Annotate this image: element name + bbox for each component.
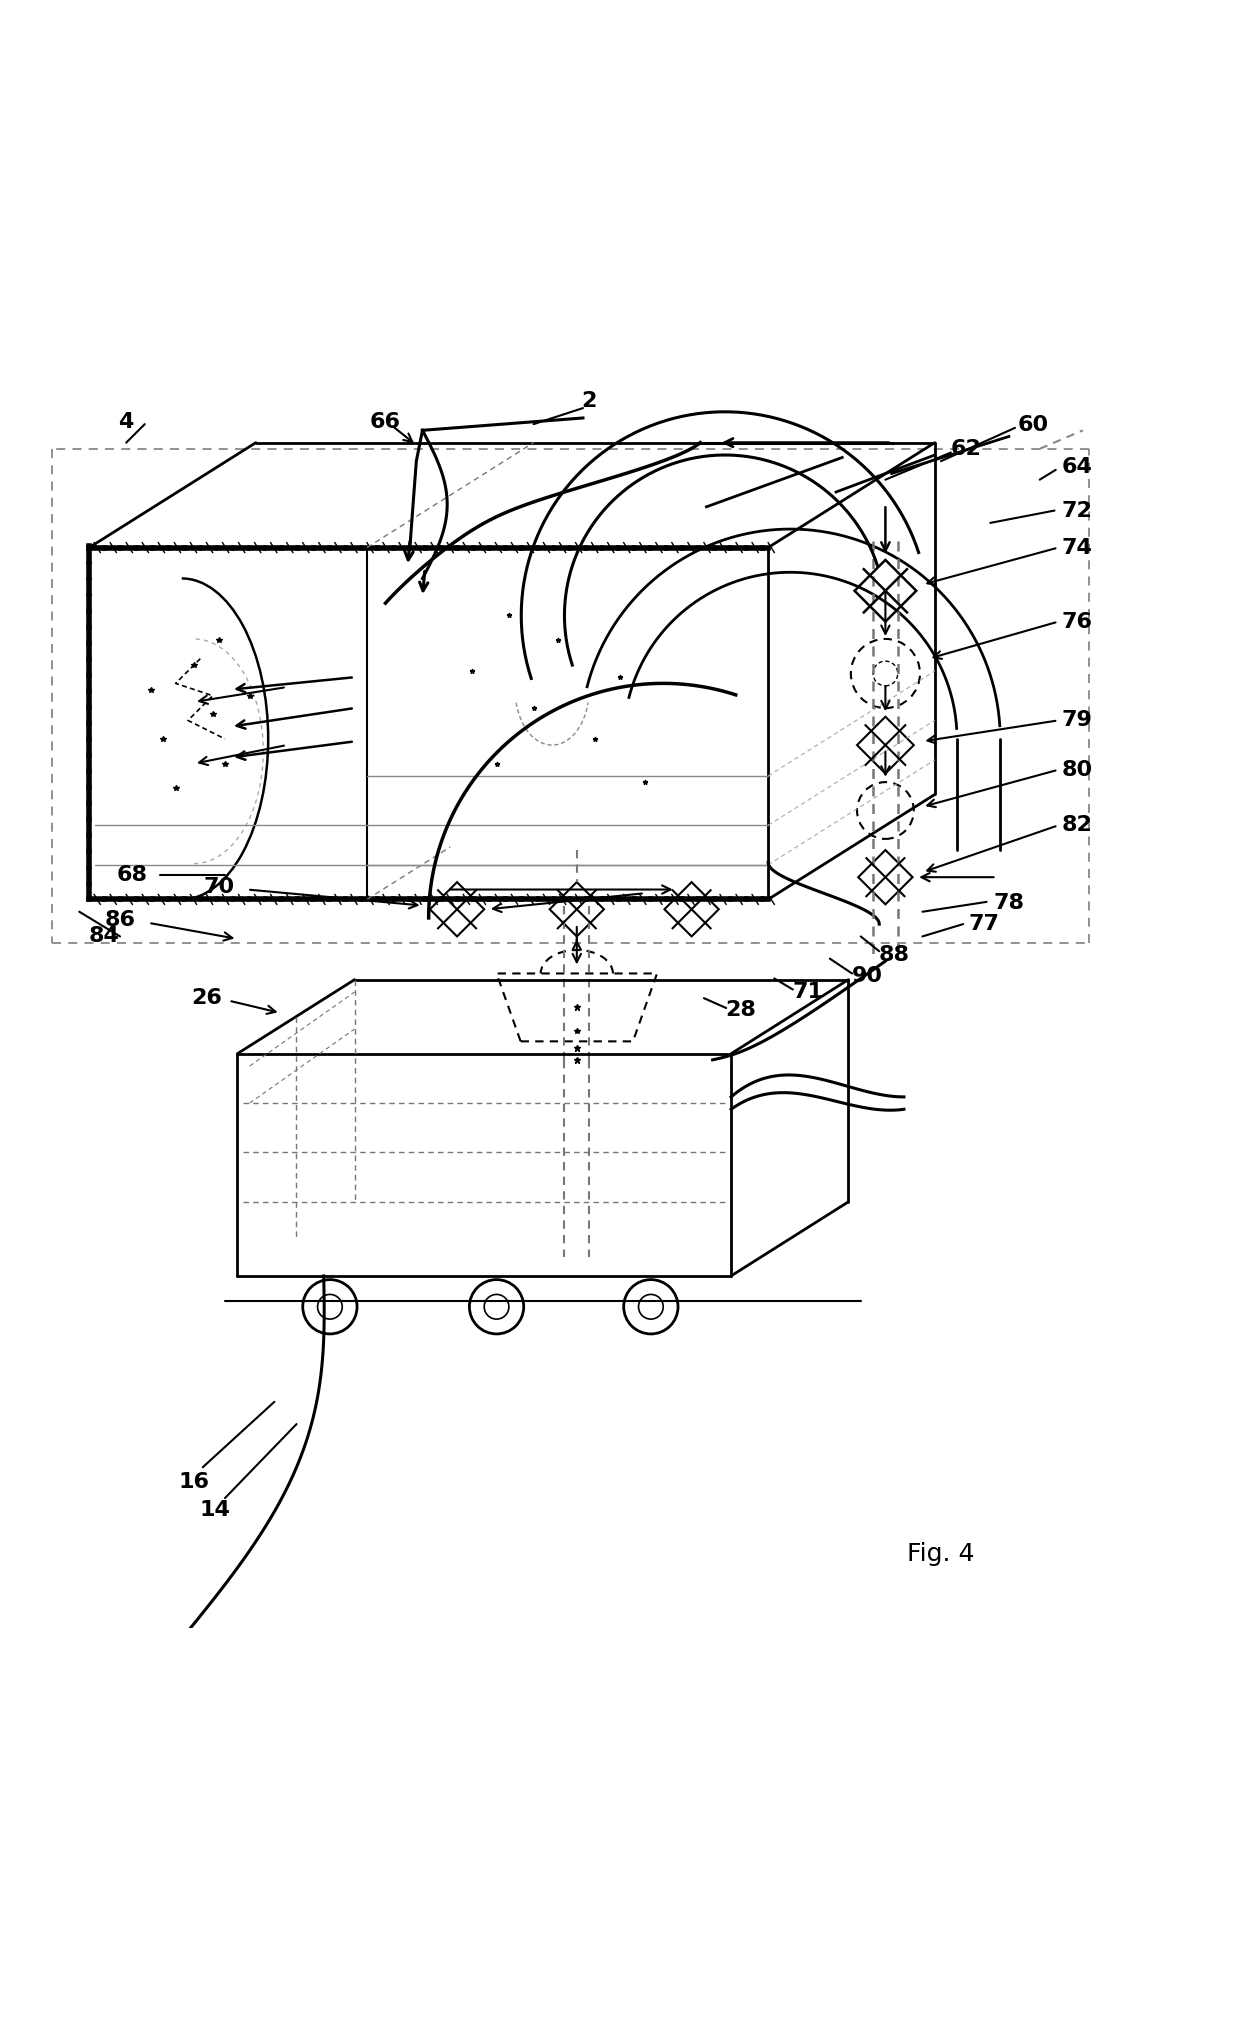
Text: Fig. 4: Fig. 4 — [908, 1542, 975, 1566]
Text: 4: 4 — [119, 412, 134, 432]
Text: 80: 80 — [1061, 760, 1092, 780]
Text: 77: 77 — [968, 913, 999, 934]
Text: 26: 26 — [191, 988, 222, 1008]
Text: 86: 86 — [104, 909, 135, 930]
Text: 16: 16 — [179, 1471, 210, 1491]
Text: 88: 88 — [879, 946, 910, 964]
Text: 71: 71 — [792, 982, 823, 1002]
Text: 79: 79 — [1061, 711, 1092, 730]
Text: 66: 66 — [370, 412, 401, 432]
Text: 82: 82 — [1061, 814, 1092, 835]
Text: 84: 84 — [88, 926, 119, 946]
Text: 78: 78 — [993, 893, 1024, 913]
Text: 2: 2 — [582, 390, 596, 410]
Text: 70: 70 — [203, 877, 234, 897]
Text: 60: 60 — [1018, 416, 1049, 435]
Text: 90: 90 — [852, 966, 883, 986]
Text: 28: 28 — [725, 1000, 756, 1021]
Text: 64: 64 — [1061, 457, 1092, 477]
Text: 68: 68 — [117, 865, 148, 885]
Text: 62: 62 — [950, 439, 981, 459]
Text: 76: 76 — [1061, 612, 1092, 633]
Text: 72: 72 — [1061, 501, 1092, 521]
Text: 14: 14 — [200, 1500, 231, 1520]
Text: 74: 74 — [1061, 538, 1092, 558]
